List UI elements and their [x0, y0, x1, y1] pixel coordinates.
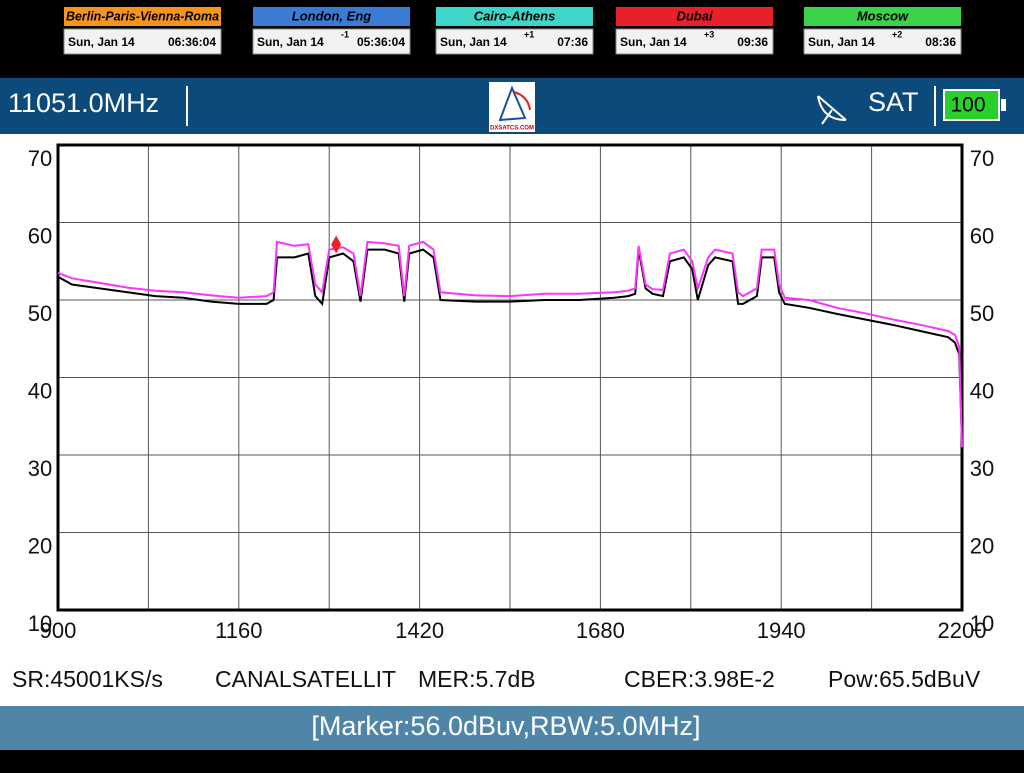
- cber: CBER:3.98E-2: [624, 666, 775, 692]
- y-tick-label: 10: [28, 611, 52, 636]
- symbol-rate: SR:45001KS/s: [12, 666, 163, 692]
- y-tick-label-right: 10: [970, 611, 994, 636]
- x-tick-label: 1160: [215, 618, 262, 643]
- clock-date: Sun, Jan 14: [808, 35, 875, 49]
- battery: [943, 89, 1000, 121]
- logo-text: DXSATCS.COM: [490, 126, 534, 132]
- y-tick-label: 40: [28, 378, 52, 403]
- y-tick-label-right: 20: [970, 533, 994, 558]
- plot-area: [0, 134, 1024, 706]
- y-tick-label-right: 30: [970, 456, 994, 481]
- clock-date: Sun, Jan 14: [620, 35, 687, 49]
- marker-info: [Marker:56.0dBuv,RBW:5.0MHz]: [311, 711, 700, 741]
- y-tick-label: 30: [28, 456, 52, 481]
- clock-offset: -1: [341, 29, 349, 39]
- logo-arc: [513, 91, 531, 111]
- clock-body: [252, 28, 411, 55]
- footer-bar: [0, 706, 1024, 750]
- y-tick-label-right: 70: [970, 146, 994, 171]
- clock-time: 09:36: [737, 35, 768, 49]
- dish-icon: [817, 95, 847, 125]
- clock-offset: +1: [524, 29, 534, 39]
- power: Pow:65.5dBuV: [828, 666, 981, 692]
- clock-city: London, Eng: [292, 8, 371, 23]
- y-tick-label: 60: [28, 223, 52, 248]
- battery-tip: [1001, 99, 1006, 111]
- clock-city: Berlin-Paris-Vienna-Roma: [66, 8, 219, 23]
- clock-city: Cairo-Athens: [474, 8, 556, 23]
- y-tick-label: 20: [28, 533, 52, 558]
- clock-header: [436, 7, 593, 26]
- provider: CANALSATELLIT: [215, 666, 396, 692]
- clock-offset: +3: [704, 29, 714, 39]
- clock-header: [253, 7, 410, 26]
- logo-icon: [498, 85, 527, 122]
- clock-time: 06:36:04: [168, 35, 216, 49]
- mer: MER:5.7dB: [418, 666, 536, 692]
- y-tick-label-right: 60: [970, 223, 994, 248]
- y-tick-label: 50: [28, 301, 52, 326]
- y-tick-label-right: 40: [970, 378, 994, 403]
- clocks: Berlin-Paris-Vienna-Roma Sun, Jan 14 06:36…: [63, 7, 962, 55]
- x-tick-label: 1940: [757, 618, 806, 643]
- clock-body: [803, 28, 962, 55]
- x-tick-label: 2200: [938, 618, 987, 643]
- clock-offset: +2: [892, 29, 902, 39]
- clock-header: [64, 7, 221, 26]
- x-tick-label: 1680: [576, 618, 625, 643]
- clock-date: Sun, Jan 14: [68, 35, 135, 49]
- battery-level: 100: [950, 94, 985, 117]
- clock-header: [804, 7, 961, 26]
- clock-header: [616, 7, 773, 26]
- clock-city: Moscow: [857, 8, 909, 23]
- plot-frame: [56, 143, 964, 612]
- spectrum-chart: 10 10 20 20 30 30 40 40 50 50 60 60 70 70 900 1160 1420 1…: [28, 143, 994, 643]
- spectrum-trace: [57, 248, 963, 444]
- x-tick-label: 1420: [395, 618, 444, 643]
- clock-city: Dubai: [676, 8, 713, 23]
- band: SAT: [868, 87, 919, 117]
- clock-body: [615, 28, 774, 55]
- clock-date: Sun, Jan 14: [440, 35, 507, 49]
- clock-date: Sun, Jan 14: [257, 35, 324, 49]
- frequency: 11051.0MHz: [8, 88, 159, 118]
- spectrum-trace: [57, 240, 963, 448]
- x-tick-label: 900: [40, 618, 77, 643]
- marker: [331, 235, 342, 254]
- clock-body: [63, 28, 222, 55]
- y-tick-label-right: 50: [970, 301, 994, 326]
- clock-time: 08:36: [925, 35, 956, 49]
- clock-body: [435, 28, 594, 55]
- y-tick-label: 70: [28, 146, 52, 171]
- clock-time: 05:36:04: [357, 35, 405, 49]
- clock-time: 07:36: [557, 35, 588, 49]
